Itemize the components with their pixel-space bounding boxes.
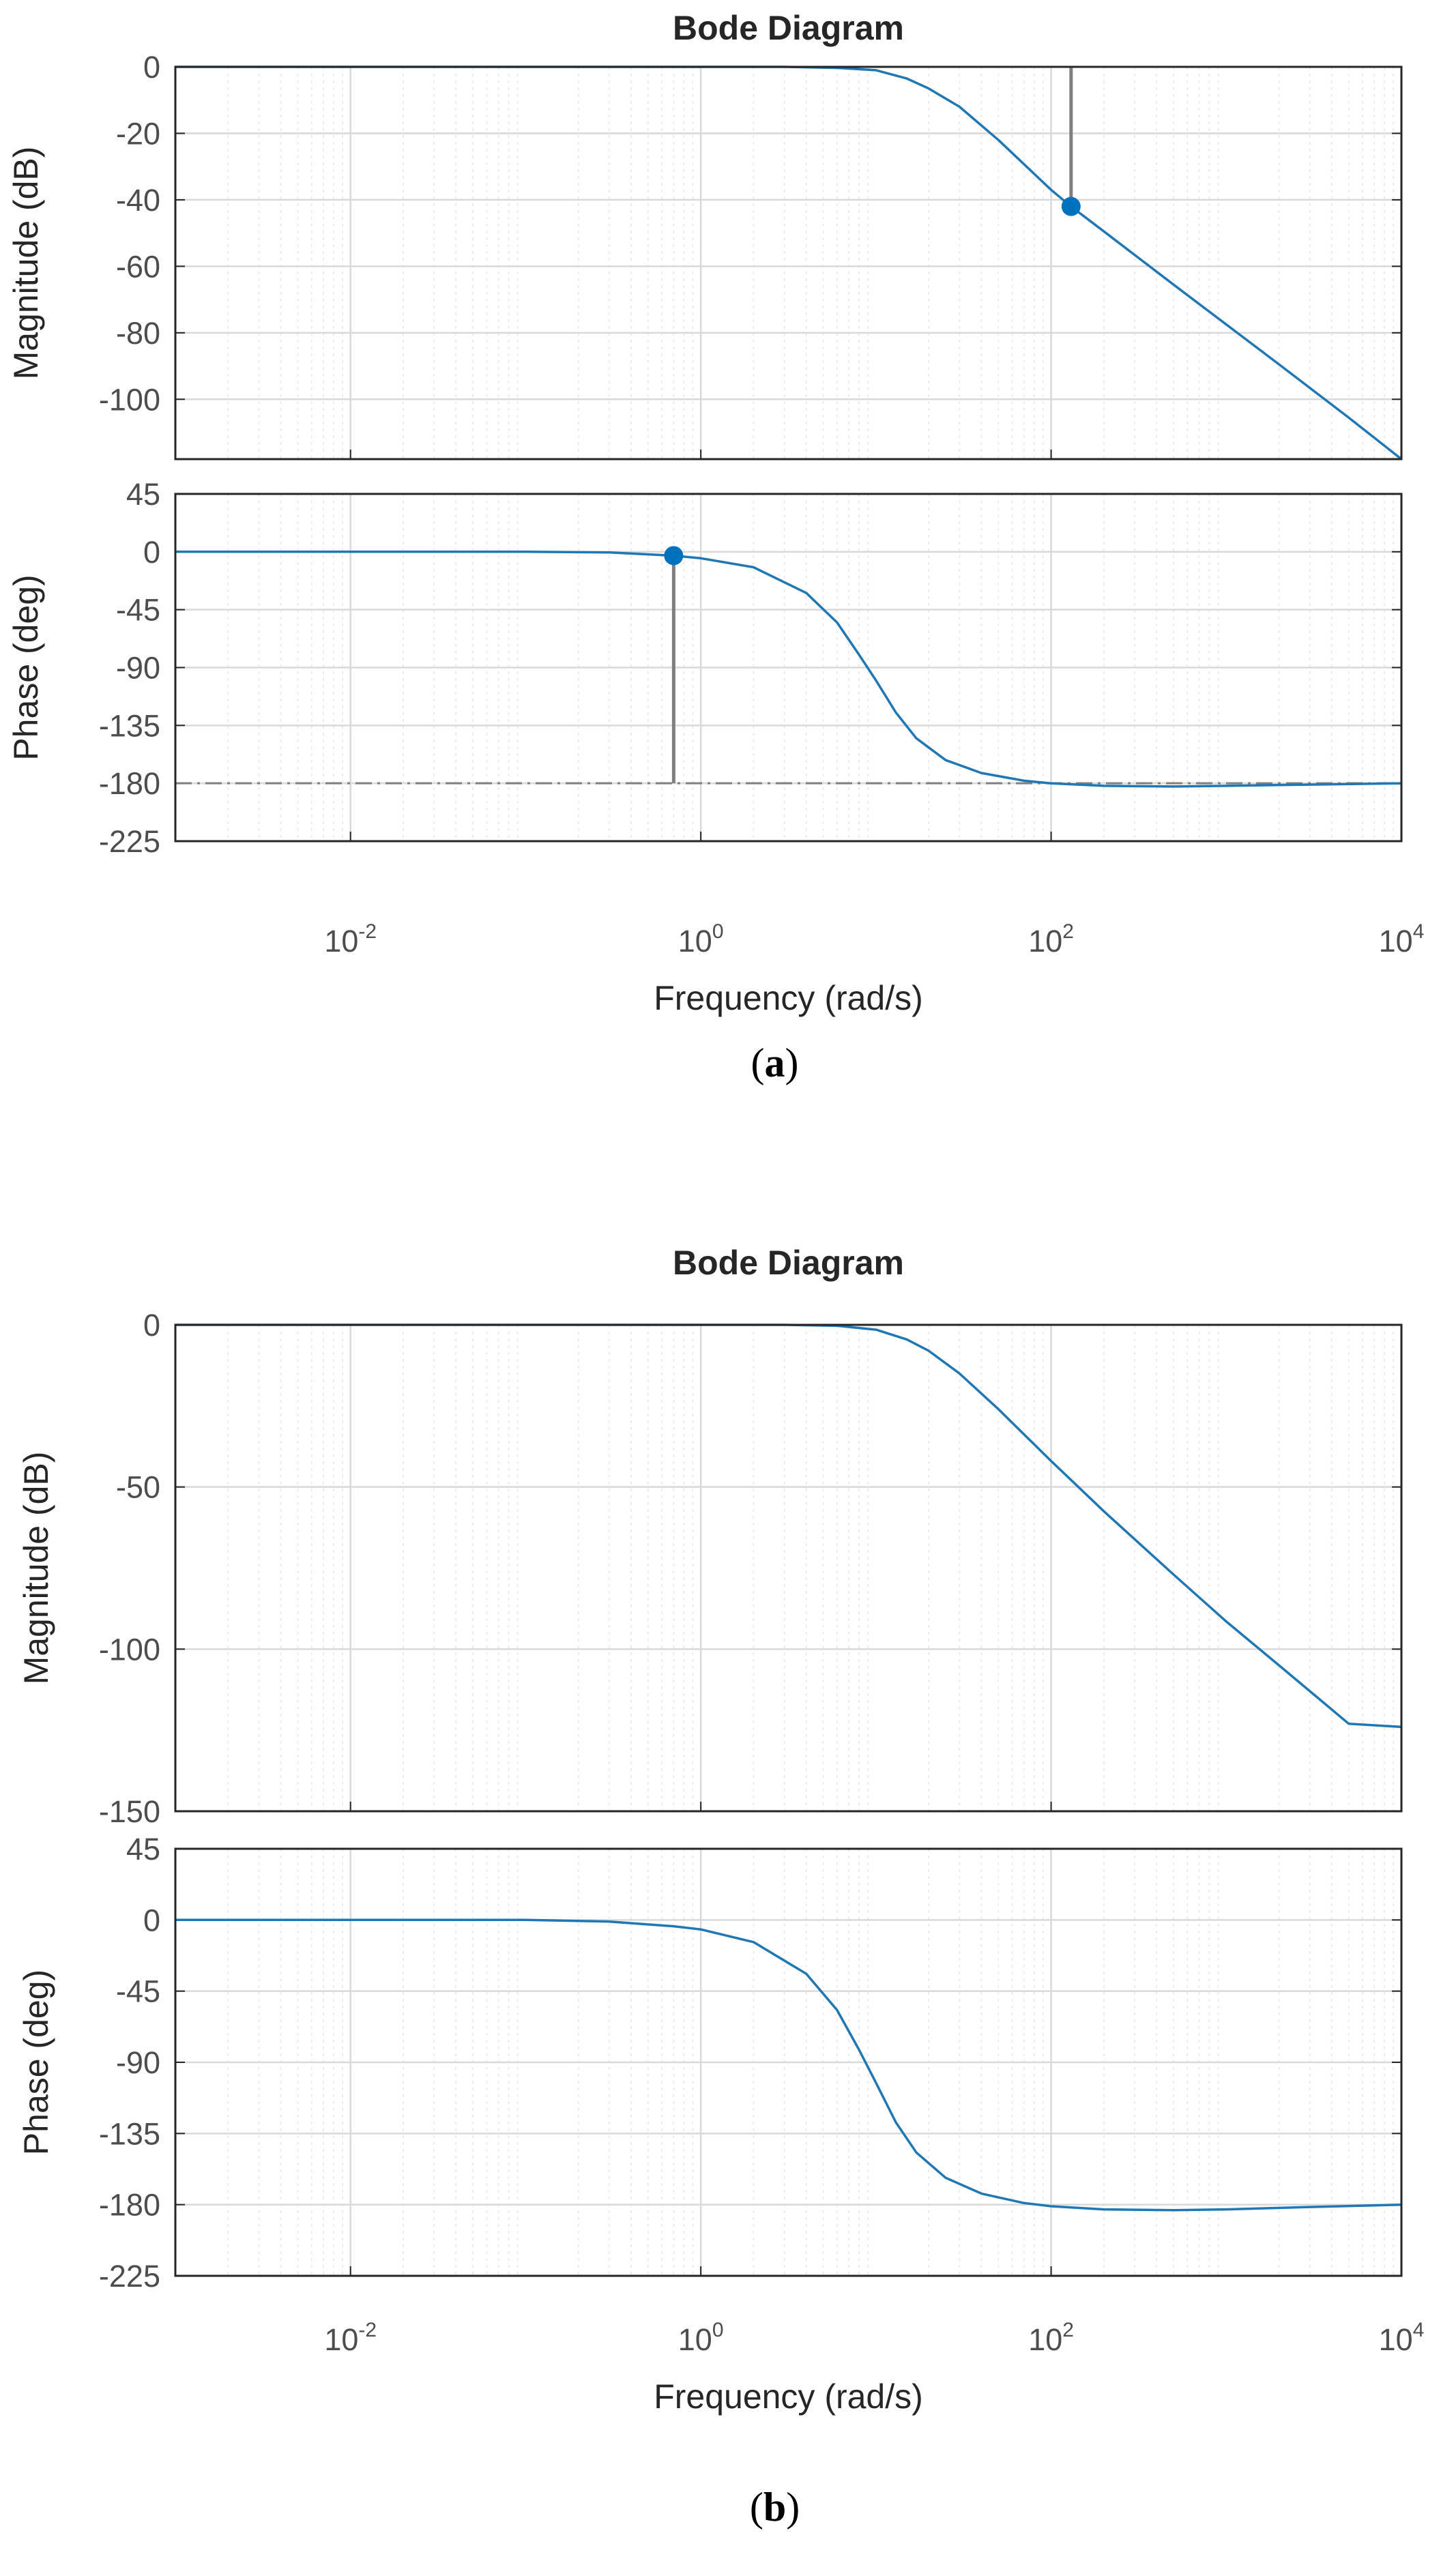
axes-box (174, 1847, 1403, 2277)
x-tick-exponent: 4 (1413, 2319, 1425, 2341)
phase-series-line (175, 1918, 1402, 2212)
y-tick-label: 45 (126, 1832, 160, 1867)
y-tick-label: -40 (116, 183, 160, 218)
x-tick-exponent: 0 (712, 2319, 724, 2341)
marker-point (1061, 196, 1081, 216)
x-tick-base: 10 (1028, 2322, 1062, 2357)
y-tick-label: 45 (126, 477, 160, 512)
x-tick-label: 100 (678, 2319, 724, 2357)
caption-close: ) (785, 1040, 799, 1085)
y-tick-label: -135 (99, 708, 160, 743)
x-tick-label: 100 (678, 920, 724, 958)
y-tick-label: 0 (143, 1903, 160, 1937)
caption-letter: b (763, 2485, 786, 2530)
axes-box (174, 1323, 1403, 1813)
plot-area (175, 67, 1401, 459)
x-tick-exponent: -2 (358, 920, 377, 943)
x-tick-label: 104 (1379, 2319, 1425, 2357)
phase-ylabel: Phase (deg) (17, 1970, 55, 2155)
caption-open: ( (750, 2485, 763, 2530)
caption-letter: a (765, 1040, 785, 1085)
y-tick-label: 0 (143, 1308, 160, 1343)
y-tick-label: -225 (99, 2259, 160, 2294)
y-tick-label: -90 (116, 2045, 160, 2080)
x-tick-label: 102 (1028, 2319, 1074, 2357)
x-tick-label: 10-2 (324, 920, 377, 958)
y-tick-label: -90 (116, 651, 160, 686)
y-tick-label: 0 (143, 50, 160, 85)
x-tick-exponent: 0 (712, 920, 724, 943)
figure-caption: (a) (751, 1040, 799, 1085)
y-tick-label: 0 (143, 535, 160, 570)
y-tick-label: -135 (99, 2116, 160, 2151)
x-tick-label: 104 (1379, 920, 1425, 958)
x-tick-exponent: 2 (1062, 2319, 1074, 2341)
chart-title: Bode Diagram (673, 9, 904, 47)
axes-box (174, 493, 1403, 843)
magnitude-panel: 0 -20 -40 -60 -80 -100 Magnitude (dB) (7, 50, 1403, 460)
phase-panel: 45 0 -45 -90 -135 -180 -225 Phase (deg) (7, 477, 1403, 859)
phase-panel: 45 0 -45 -90 -135 -180 -225 Phase (deg) (17, 1832, 1403, 2294)
y-tick-label: -180 (99, 766, 160, 801)
x-tick-exponent: 4 (1413, 920, 1425, 943)
caption-open: ( (751, 1040, 765, 1085)
x-tick-base: 10 (324, 924, 358, 958)
y-tick-label: -45 (116, 1974, 160, 2009)
x-tick-base: 10 (678, 924, 712, 958)
y-tick-label: -80 (116, 316, 160, 351)
x-tick-base: 10 (1379, 924, 1413, 958)
x-axis-label: Frequency (rad/s) (654, 2377, 923, 2416)
magnitude-ylabel: Magnitude (dB) (7, 147, 45, 380)
x-axis-label: Frequency (rad/s) (654, 979, 923, 1017)
x-tick-exponent: 2 (1062, 920, 1074, 943)
marker-point (664, 546, 684, 566)
y-tick-label: -45 (116, 593, 160, 628)
chart-title: Bode Diagram (673, 1244, 904, 1282)
y-tick-label: -60 (116, 249, 160, 284)
x-tick-base: 10 (678, 2322, 712, 2357)
x-tick-base: 10 (1028, 924, 1062, 958)
y-tick-label: -225 (99, 824, 160, 859)
magnitude-ylabel: Magnitude (dB) (17, 1452, 55, 1685)
axes-box (174, 65, 1403, 460)
x-tick-exponent: -2 (358, 2319, 377, 2341)
x-tick-base: 10 (1379, 2322, 1413, 2357)
bode-chart-b: Bode Diagram 0 -50 -100 -150 Magnitude (dB) 45… (17, 1244, 1424, 2530)
y-tick-label: -50 (116, 1470, 160, 1505)
plot-area (175, 1325, 1401, 1811)
y-tick-label: -100 (99, 382, 160, 417)
x-tick-label: 102 (1028, 920, 1074, 958)
x-tick-base: 10 (324, 2322, 358, 2357)
caption-close: ) (786, 2485, 800, 2530)
y-tick-label: -150 (99, 1794, 160, 1829)
phase-series-line (175, 551, 1402, 788)
magnitude-panel: 0 -50 -100 -150 Magnitude (dB) (17, 1308, 1403, 1829)
x-tick-label: 10-2 (324, 2319, 377, 2357)
y-tick-label: -20 (116, 116, 160, 151)
y-tick-label: -180 (99, 2188, 160, 2223)
y-tick-label: -100 (99, 1632, 160, 1667)
phase-ylabel: Phase (deg) (7, 574, 45, 760)
figure-caption: (b) (750, 2485, 800, 2530)
